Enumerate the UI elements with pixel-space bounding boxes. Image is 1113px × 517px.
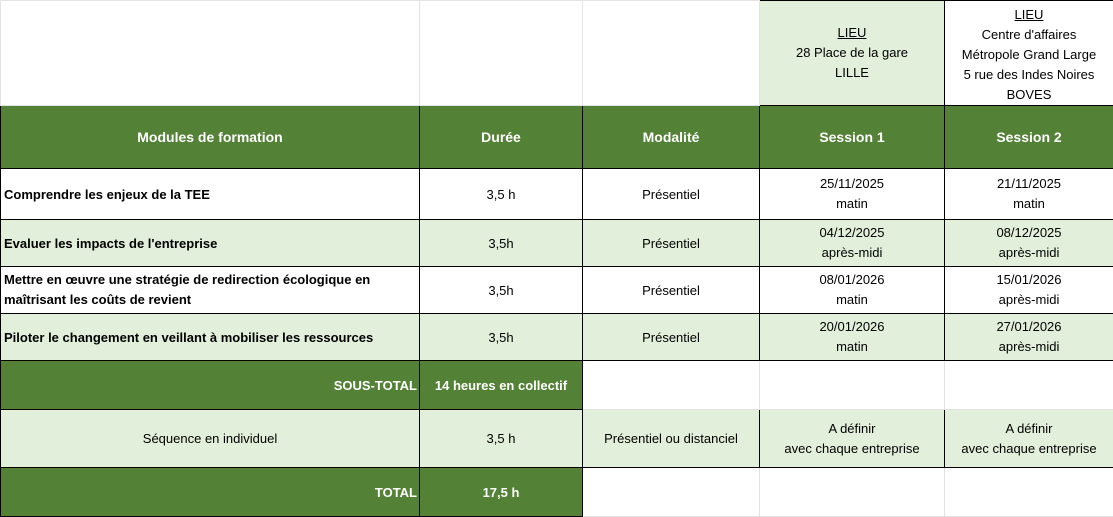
session-2-cell[interactable]: 21/11/2025 matin (944, 168, 1113, 220)
individual-session-2[interactable]: A définir avec chaque entreprise (944, 409, 1113, 468)
session-2-cell[interactable]: 08/12/2025 après-midi (944, 219, 1113, 267)
session-1-cell[interactable]: 08/01/2026 matin (759, 266, 945, 314)
session-2-cell[interactable]: 15/01/2026 après-midi (944, 266, 1113, 314)
module-modality-cell[interactable]: Présentiel (582, 266, 760, 314)
total-row: TOTAL 17,5 h (0, 467, 1113, 517)
location-lille-address: 28 Place de la gare (795, 45, 909, 60)
module-modality-cell[interactable]: Présentiel (582, 313, 760, 361)
module-duration-cell[interactable]: 3,5h (419, 266, 583, 314)
session-period: après-midi (998, 339, 1060, 354)
module-duration-cell[interactable]: 3,5h (419, 313, 583, 361)
session-1-cell[interactable]: 20/01/2026 matin (759, 313, 945, 361)
header-row: Modules de formation Durée Modalité Sess… (0, 105, 1113, 169)
subtotal-value[interactable]: 14 heures en collectif (419, 360, 583, 410)
total-value[interactable]: 17,5 h (419, 467, 583, 517)
session-date: 08/01/2026 (819, 272, 885, 287)
session-date: 21/11/2025 (996, 176, 1062, 191)
module-duration-cell[interactable]: 3,5 h (419, 168, 583, 220)
location-boves-cell[interactable]: LIEU Centre d'affaires Métropole Grand L… (944, 0, 1113, 106)
individual-modality[interactable]: Présentiel ou distanciel (582, 409, 760, 468)
empty-cell (582, 467, 760, 517)
session-period: matin (1013, 196, 1045, 211)
module-row: Mettre en œuvre une stratégie de redirec… (0, 266, 1113, 314)
session-period: après-midi (821, 245, 883, 260)
session-period: matin (836, 339, 868, 354)
empty-cell (419, 0, 583, 106)
individual-name[interactable]: Séquence en individuel (0, 409, 420, 468)
empty-cell (0, 0, 420, 106)
individual-session-1[interactable]: A définir avec chaque entreprise (759, 409, 945, 468)
location-boves-complex: Métropole Grand Large (961, 47, 1097, 62)
individual-duration[interactable]: 3,5 h (419, 409, 583, 468)
individual-session-line: A définir (828, 420, 876, 436)
session-date: 08/12/2025 (996, 225, 1062, 240)
module-row: Comprendre les enjeux de la TEE 3,5 h Pr… (0, 168, 1113, 220)
module-name-cell[interactable]: Mettre en œuvre une stratégie de redirec… (0, 266, 420, 314)
empty-cell (582, 0, 760, 106)
empty-cell (582, 360, 760, 410)
location-lille-heading: LIEU (837, 25, 867, 40)
session-period: après-midi (998, 292, 1060, 307)
individual-session-line: avec chaque entreprise (961, 440, 1097, 456)
empty-cell (944, 467, 1113, 517)
location-boves-heading: LIEU (1014, 7, 1044, 22)
module-modality-cell[interactable]: Présentiel (582, 168, 760, 220)
location-row: LIEU 28 Place de la gare LILLE LIEU Cent… (0, 0, 1113, 106)
module-modality-cell[interactable]: Présentiel (582, 219, 760, 267)
location-boves-building: Centre d'affaires (981, 27, 1077, 42)
session-1-cell[interactable]: 04/12/2025 après-midi (759, 219, 945, 267)
subtotal-label[interactable]: SOUS-TOTAL (0, 360, 420, 410)
module-name-cell[interactable]: Piloter le changement en veillant à mobi… (0, 313, 420, 361)
location-lille-cell[interactable]: LIEU 28 Place de la gare LILLE (759, 0, 945, 106)
subtotal-row: SOUS-TOTAL 14 heures en collectif (0, 360, 1113, 410)
header-modules[interactable]: Modules de formation (0, 105, 420, 169)
module-name-line: maîtrisant les coûts de revient (4, 292, 192, 307)
empty-cell (944, 360, 1113, 410)
total-label[interactable]: TOTAL (0, 467, 420, 517)
header-session-2[interactable]: Session 2 (944, 105, 1113, 169)
module-name-line: Mettre en œuvre une stratégie de redirec… (4, 272, 371, 287)
session-1-cell[interactable]: 25/11/2025 matin (759, 168, 945, 220)
session-period: matin (836, 196, 868, 211)
session-date: 04/12/2025 (819, 225, 885, 240)
session-date: 15/01/2026 (996, 272, 1062, 287)
module-duration-cell[interactable]: 3,5h (419, 219, 583, 267)
session-period: après-midi (998, 245, 1060, 260)
session-date: 27/01/2026 (996, 319, 1062, 334)
location-boves-city: BOVES (1006, 87, 1052, 102)
header-session-1[interactable]: Session 1 (759, 105, 945, 169)
module-row: Piloter le changement en veillant à mobi… (0, 313, 1113, 361)
individual-session-line: A définir (1005, 420, 1053, 436)
module-name-cell[interactable]: Evaluer les impacts de l'entreprise (0, 219, 420, 267)
individual-session-line: avec chaque entreprise (784, 440, 920, 456)
empty-cell (759, 360, 945, 410)
module-name-cell[interactable]: Comprendre les enjeux de la TEE (0, 168, 420, 220)
empty-cell (759, 467, 945, 517)
header-duration[interactable]: Durée (419, 105, 583, 169)
session-date: 25/11/2025 (819, 176, 885, 191)
individual-row: Séquence en individuel 3,5 h Présentiel … (0, 409, 1113, 468)
session-period: matin (836, 292, 868, 307)
session-2-cell[interactable]: 27/01/2026 après-midi (944, 313, 1113, 361)
location-boves-address: 5 rue des Indes Noires (963, 67, 1095, 82)
module-row: Evaluer les impacts de l'entreprise 3,5h… (0, 219, 1113, 267)
location-lille-city: LILLE (835, 65, 869, 80)
header-modality[interactable]: Modalité (582, 105, 760, 169)
session-date: 20/01/2026 (819, 319, 885, 334)
